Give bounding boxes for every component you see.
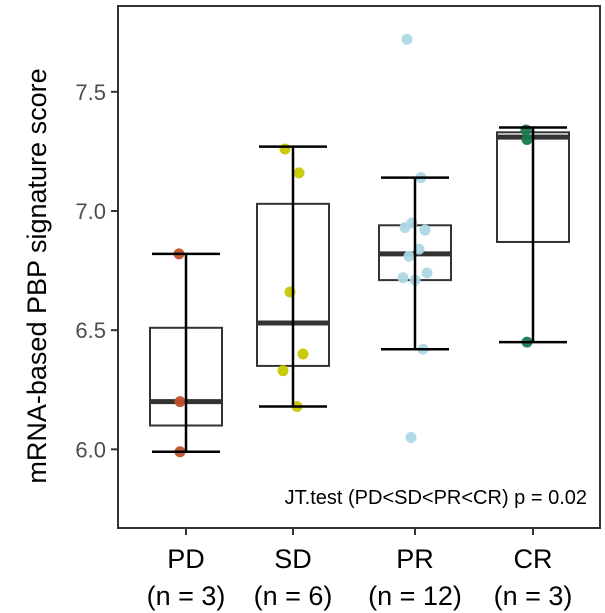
data-point-sd — [279, 143, 291, 155]
jt-test-annotation: JT.test (PD<SD<PR<CR) p = 0.02 — [285, 487, 587, 509]
data-point-pr — [421, 267, 433, 279]
x-category-count: (n = 3) — [147, 581, 226, 611]
data-point-pr — [419, 224, 431, 236]
x-category-label: PR — [396, 544, 434, 574]
data-point-pr — [403, 250, 415, 262]
y-tick-label: 7.0 — [75, 199, 106, 224]
points-layer — [152, 33, 567, 458]
data-point-pr — [401, 33, 413, 45]
y-axis: 6.0 6.5 7.0 7.5 — [75, 80, 118, 462]
x-category-count: (n = 6) — [254, 581, 333, 611]
data-point-cr — [520, 124, 532, 136]
data-point-pr — [399, 222, 411, 234]
whisker-pd — [152, 252, 220, 453]
data-point-sd — [277, 365, 289, 377]
y-axis-title: mRNA-based PBP signature score — [22, 68, 52, 483]
x-category-label: CR — [514, 544, 553, 574]
whisker-pr — [381, 176, 449, 351]
data-point-sd — [293, 167, 305, 179]
y-tick-label: 6.0 — [75, 437, 106, 462]
whisker-cr — [499, 126, 567, 344]
x-category-label: SD — [274, 544, 312, 574]
x-category-count: (n = 12) — [368, 581, 462, 611]
x-category-count: (n = 3) — [494, 581, 573, 611]
data-point-pr — [405, 431, 417, 443]
x-category-label: PD — [167, 544, 205, 574]
data-point-pd — [174, 396, 186, 408]
y-tick-label: 7.5 — [75, 80, 106, 105]
data-point-sd — [297, 348, 309, 360]
data-point-cr — [521, 133, 533, 145]
y-tick-label: 6.5 — [75, 318, 106, 343]
whisker-sd — [259, 145, 327, 408]
data-point-pr — [397, 272, 409, 284]
plot-panel — [117, 5, 601, 529]
x-axis: PD (n = 3) SD (n = 6) PR (n = 12) CR (n = 3) — [147, 528, 573, 611]
